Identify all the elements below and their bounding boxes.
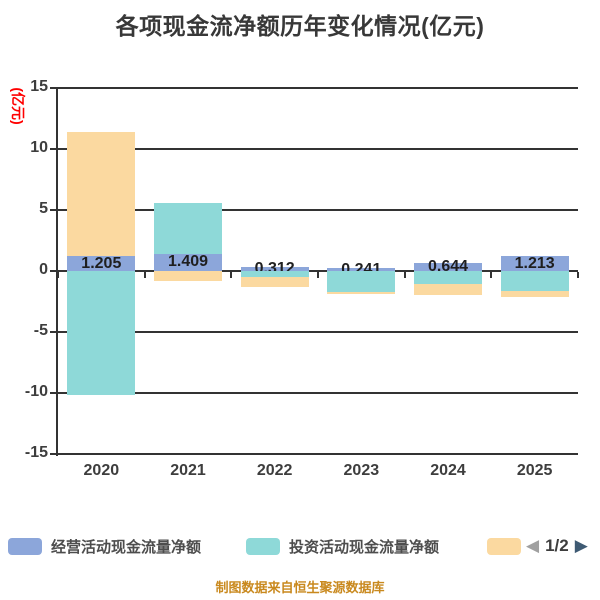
y-tick-mark (50, 453, 58, 455)
next-page-icon[interactable]: ▶ (574, 536, 588, 555)
data-source-note: 制图数据来自恒生聚源数据库 (215, 580, 385, 595)
bar-value-label: 1.409 (167, 253, 209, 271)
bar-segment (327, 291, 396, 295)
legend: 经营活动现金流量净额 投资活动现金流量净额 ◀ 1/2 ▶ (0, 535, 600, 557)
bar-segment (327, 271, 396, 292)
year-label: 2020 (83, 462, 120, 479)
y-tick-label: -15 (24, 444, 48, 461)
x-tick-mark (230, 272, 233, 278)
x-tick-mark (403, 272, 406, 278)
y-tick-label: 0 (39, 261, 48, 278)
x-tick-mark (577, 272, 579, 278)
gridline (58, 87, 578, 89)
y-tick-label: 10 (30, 139, 48, 156)
investing-series-swatch (246, 537, 280, 555)
chart-title: 各项现金流净额历年变化情况(亿元) (115, 13, 485, 39)
legend-item-operating: 经营活动现金流量净额 (8, 535, 201, 557)
x-tick-mark (143, 272, 146, 278)
y-tick-mark (50, 209, 58, 211)
gridline (58, 392, 578, 394)
bar-segment (154, 202, 222, 254)
page-indicator: 1/2 (545, 536, 569, 555)
bar-segment (500, 290, 569, 297)
prev-page-icon[interactable]: ◀ (526, 536, 540, 555)
bar-segment (67, 256, 136, 271)
third-series-swatch (487, 537, 521, 555)
bar-segment (414, 284, 482, 295)
bar-segment (414, 263, 482, 271)
bar-segment (67, 271, 136, 396)
bar-value-label: 1.205 (81, 254, 122, 272)
year-label: 2022 (256, 462, 293, 479)
bar-segment (154, 253, 222, 271)
legend-item-third-series (487, 535, 530, 557)
operating-series-swatch (8, 537, 42, 555)
year-label: 2025 (516, 462, 553, 479)
legend-label-operating: 经营活动现金流量净额 (51, 538, 202, 556)
legend-item-investing: 投资活动现金流量净额 (246, 535, 439, 557)
y-tick-label: 5 (39, 200, 48, 217)
bar-segment (500, 256, 569, 271)
bar-segment (240, 277, 309, 287)
gridline (58, 270, 578, 272)
x-tick-mark (57, 272, 59, 278)
year-label: 2023 (343, 462, 380, 479)
gridline (58, 209, 578, 211)
bar-segment (327, 268, 396, 271)
y-tick-label: -5 (33, 322, 48, 339)
x-tick-mark (490, 272, 493, 278)
gridline (58, 331, 578, 333)
bar-segment (500, 271, 569, 291)
bar-segment (154, 271, 222, 281)
bar-segment (67, 131, 136, 257)
year-label: 2021 (170, 462, 206, 479)
legend-label-investing: 投资活动现金流量净额 (289, 538, 440, 556)
y-tick-label: -10 (24, 383, 48, 400)
y-tick-label: 15 (30, 78, 48, 95)
y-tick-mark (50, 392, 58, 394)
gridline (58, 453, 578, 455)
y-tick-mark (50, 87, 58, 89)
gridline (58, 148, 578, 150)
bar-value-label: 0.644 (427, 258, 469, 276)
bar-segment (240, 271, 309, 278)
x-tick-mark (317, 272, 319, 278)
y-tick-mark (50, 270, 58, 272)
y-tick-mark (50, 331, 58, 333)
bar-segment (414, 271, 482, 285)
legend-pagination: ◀ 1/2 ▶ (526, 535, 588, 557)
y-tick-mark (50, 148, 58, 150)
bar-segment (240, 267, 309, 271)
year-label: 2024 (430, 462, 466, 479)
bar-value-label: 1.213 (514, 254, 555, 272)
